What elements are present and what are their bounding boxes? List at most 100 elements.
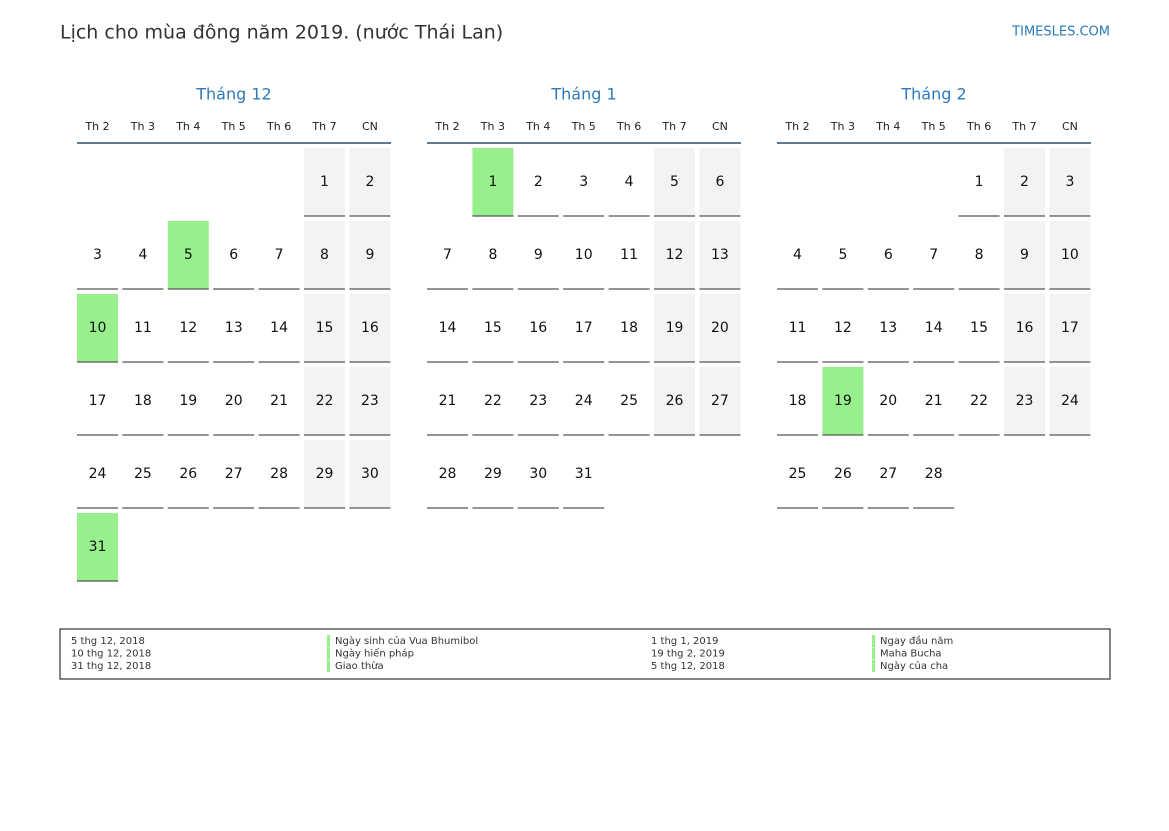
weekday-label: Th 2 xyxy=(434,120,459,133)
day-number: 8 xyxy=(488,247,497,263)
day-cell xyxy=(304,440,345,508)
day-cell xyxy=(349,148,391,216)
legend-box xyxy=(59,628,1111,680)
weekday-label: Th 7 xyxy=(311,120,336,133)
day-number: 3 xyxy=(579,174,588,190)
day-number: 10 xyxy=(1061,247,1079,263)
day-cell xyxy=(304,294,345,362)
holiday-date: 31 thg 12, 2018 xyxy=(71,661,151,672)
day-number: 31 xyxy=(575,466,593,482)
day-cell xyxy=(472,148,514,216)
day-number: 23 xyxy=(361,393,379,409)
day-number: 12 xyxy=(179,320,197,336)
weekday-label: Th 6 xyxy=(616,120,641,133)
day-number: 20 xyxy=(711,320,729,336)
day-number: 27 xyxy=(879,466,897,482)
day-cell xyxy=(822,367,864,435)
day-number: 14 xyxy=(925,320,943,336)
day-number: 15 xyxy=(970,320,988,336)
day-number: 16 xyxy=(529,320,547,336)
day-number: 7 xyxy=(443,247,452,263)
day-number: 2 xyxy=(534,174,543,190)
holiday-name: Maha Bucha xyxy=(880,649,942,660)
day-number: 6 xyxy=(229,247,238,263)
day-number: 11 xyxy=(620,247,638,263)
day-number: 31 xyxy=(89,539,107,555)
day-cell xyxy=(1004,221,1045,289)
day-number: 26 xyxy=(179,466,197,482)
day-number: 30 xyxy=(529,466,547,482)
day-cell xyxy=(1049,294,1091,362)
day-number: 22 xyxy=(970,393,988,409)
day-number: 21 xyxy=(925,393,943,409)
day-number: 5 xyxy=(184,247,193,263)
day-number: 4 xyxy=(625,174,634,190)
day-cell xyxy=(349,294,391,362)
day-cell xyxy=(1049,367,1091,435)
day-number: 14 xyxy=(270,320,288,336)
holiday-date: 5 thg 12, 2018 xyxy=(651,661,725,672)
day-cell xyxy=(699,294,741,362)
day-number: 29 xyxy=(316,466,334,482)
month-title: Tháng 1 xyxy=(550,85,616,104)
holiday-marker xyxy=(327,660,330,672)
weekday-label: Th 3 xyxy=(130,120,155,133)
day-cell xyxy=(77,294,118,362)
day-number: 3 xyxy=(93,247,102,263)
day-number: 9 xyxy=(1020,247,1029,263)
day-number: 22 xyxy=(316,393,334,409)
day-number: 27 xyxy=(225,466,243,482)
weekday-label: Th 5 xyxy=(571,120,596,133)
weekday-label: CN xyxy=(362,120,378,133)
day-number: 16 xyxy=(361,320,379,336)
day-cell xyxy=(349,221,391,289)
day-number: 6 xyxy=(884,247,893,263)
holiday-date: 10 thg 12, 2018 xyxy=(71,649,151,660)
day-number: 12 xyxy=(666,247,684,263)
day-number: 8 xyxy=(320,247,329,263)
month-title: Tháng 2 xyxy=(900,85,966,104)
day-number: 9 xyxy=(534,247,543,263)
day-number: 17 xyxy=(575,320,593,336)
day-number: 7 xyxy=(929,247,938,263)
day-number: 26 xyxy=(834,466,852,482)
holiday-marker xyxy=(327,647,330,660)
day-number: 11 xyxy=(789,320,807,336)
day-number: 17 xyxy=(1061,320,1079,336)
day-number: 22 xyxy=(484,393,502,409)
day-number: 5 xyxy=(838,247,847,263)
day-number: 17 xyxy=(89,393,107,409)
day-number: 24 xyxy=(89,466,107,482)
day-cell xyxy=(654,221,695,289)
weekday-label: Th 2 xyxy=(784,120,809,133)
day-number: 30 xyxy=(361,466,379,482)
weekday-label: Th 4 xyxy=(875,120,900,133)
day-number: 28 xyxy=(270,466,288,482)
day-number: 4 xyxy=(138,247,147,263)
day-cell xyxy=(1004,148,1045,216)
day-number: 18 xyxy=(789,393,807,409)
month-title: Tháng 12 xyxy=(195,85,271,104)
day-cell xyxy=(1004,367,1045,435)
day-number: 27 xyxy=(711,393,729,409)
day-cell xyxy=(349,440,391,508)
day-number: 25 xyxy=(620,393,638,409)
holiday-date: 5 thg 12, 2018 xyxy=(71,636,145,647)
day-number: 8 xyxy=(975,247,984,263)
holiday-name: Ngày của cha xyxy=(880,660,948,672)
site-link[interactable]: TIMESLES.COM xyxy=(1011,25,1110,40)
day-number: 26 xyxy=(666,393,684,409)
day-cell xyxy=(1049,221,1091,289)
day-number: 3 xyxy=(1065,174,1074,190)
holiday-name: Ngày hiến pháp xyxy=(335,648,414,660)
weekday-label: CN xyxy=(712,120,728,133)
day-number: 12 xyxy=(834,320,852,336)
day-number: 18 xyxy=(620,320,638,336)
day-cell xyxy=(654,294,695,362)
holiday-marker xyxy=(872,635,875,647)
day-number: 21 xyxy=(439,393,457,409)
day-cell xyxy=(654,148,695,216)
day-cell xyxy=(699,367,741,435)
